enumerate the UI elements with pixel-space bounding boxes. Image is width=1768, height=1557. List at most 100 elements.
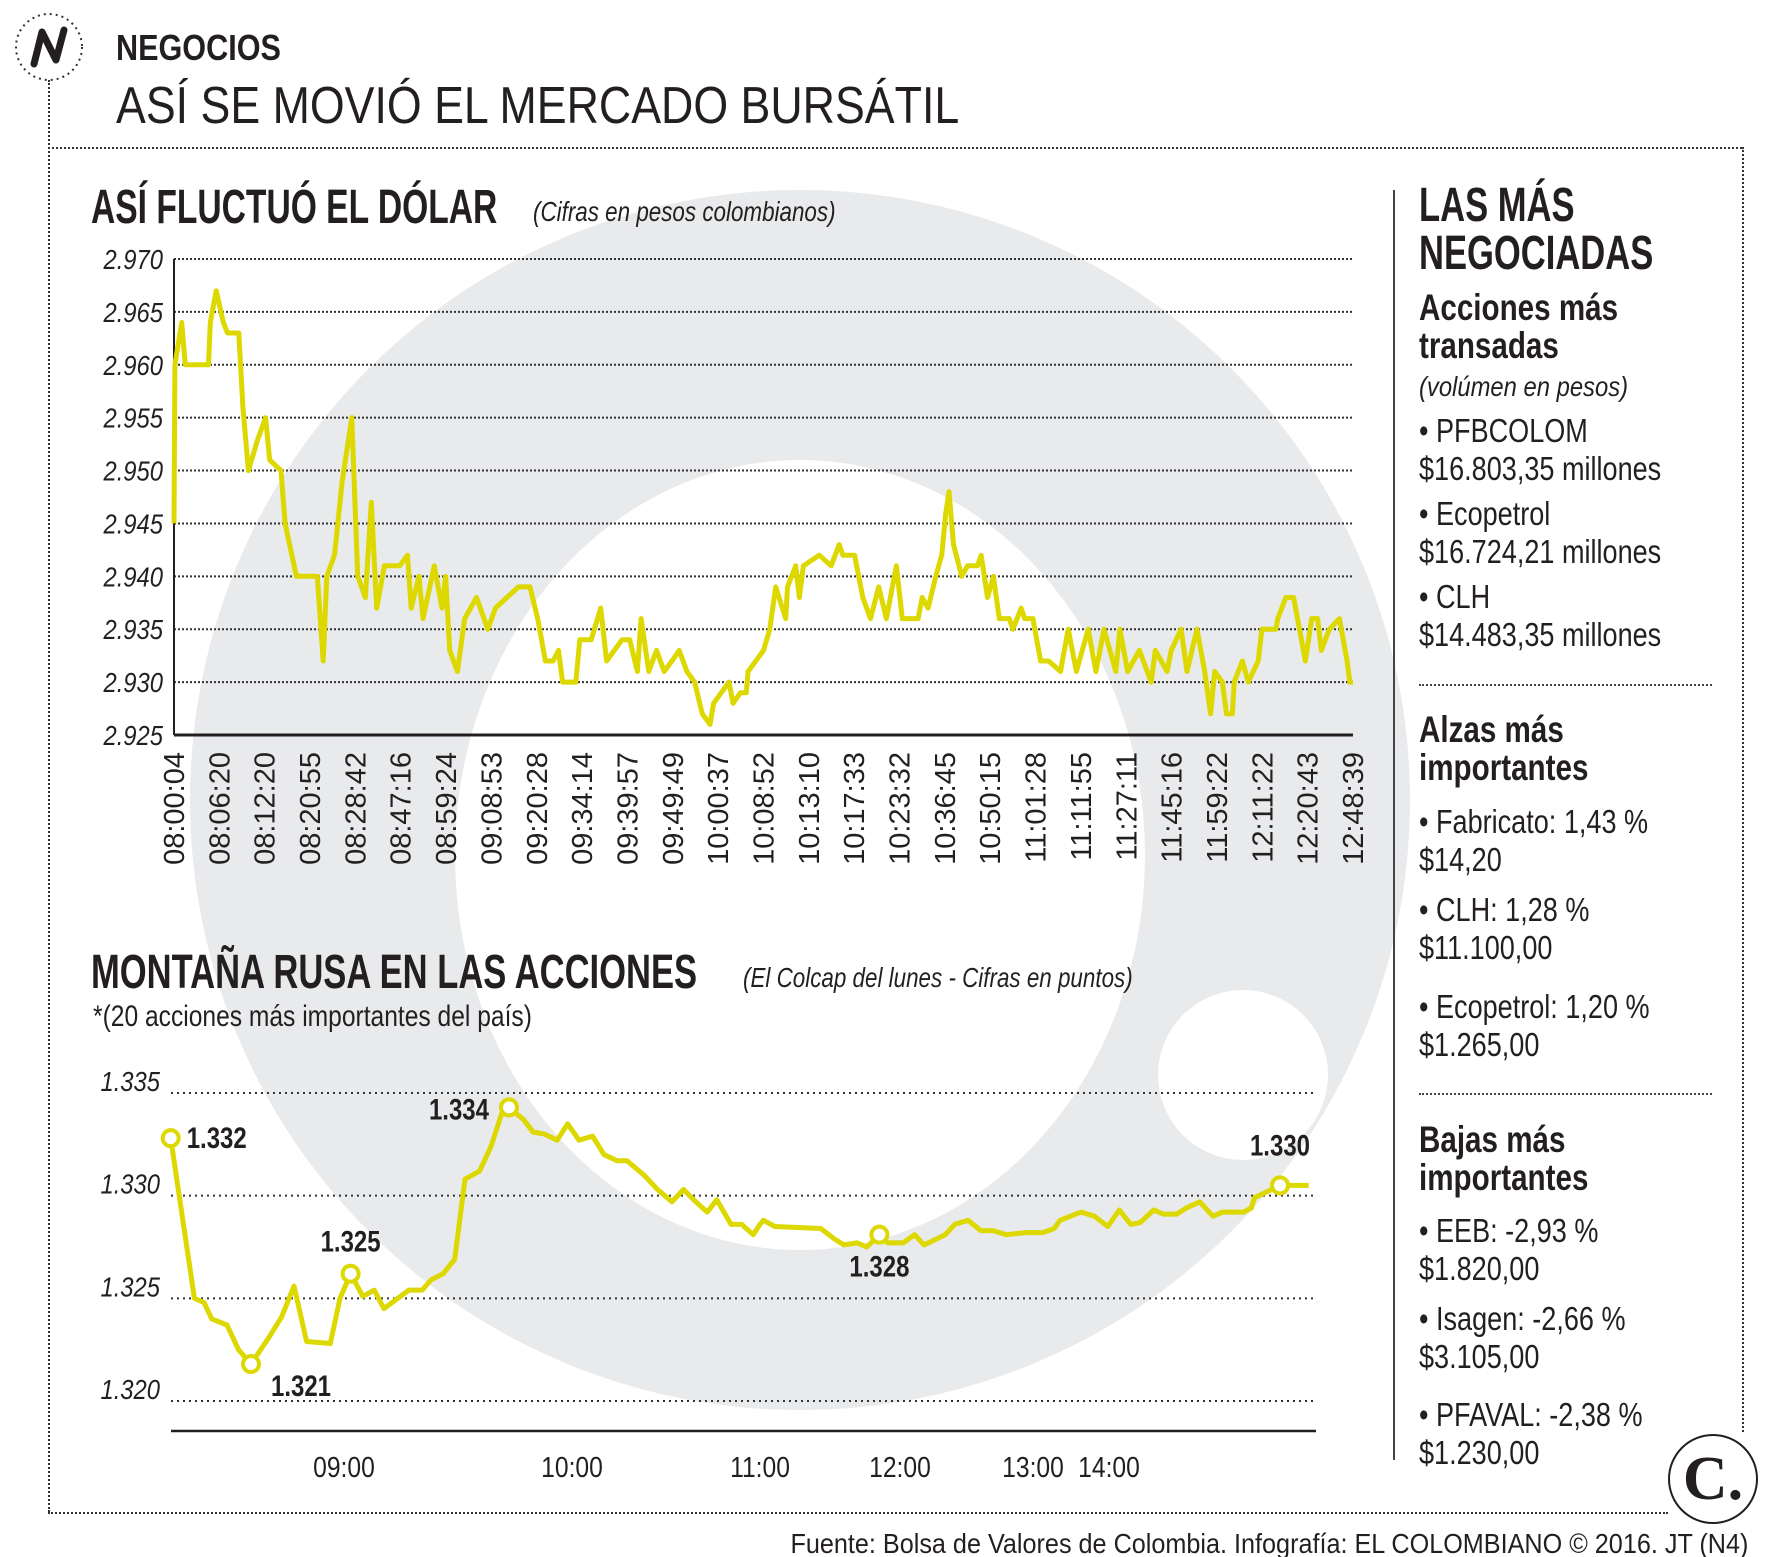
item-name: • Ecopetrol: 1,20 % — [1419, 988, 1650, 1025]
x-tick-label: 09:49:49 — [658, 752, 690, 865]
gains-title-line2: importantes — [1419, 747, 1589, 788]
x-tick-label: 09:00 — [313, 1451, 375, 1483]
colcap-chart-subtitle-wrap: (El Colcap del lunes - Cifras en puntos) — [743, 962, 1230, 994]
item-name: • EEB: -2,93 % — [1419, 1212, 1599, 1249]
list-item: • Isagen: -2,66 % $3.105,00 — [1419, 1300, 1692, 1396]
el-colombiano-logo-icon: C. — [1668, 1434, 1758, 1524]
sidebar-title-line1: LAS MÁS — [1419, 179, 1575, 232]
item-name: • Ecopetrol — [1419, 495, 1551, 532]
y-tick-label: 2.970 — [103, 243, 164, 275]
x-tick-label: 08:47:16 — [386, 752, 418, 865]
frame-right — [1742, 147, 1744, 1432]
data-label: 1.332 — [187, 1121, 247, 1155]
x-tick-label: 10:17:33 — [839, 752, 871, 865]
list-item: • EEB: -2,93 % $1.820,00 — [1419, 1212, 1692, 1300]
dollar-series-line — [171, 288, 1353, 727]
y-tick-label: 2.925 — [103, 719, 164, 751]
y-tick-label: 2.960 — [103, 349, 164, 381]
x-tick-label: 12:11:22 — [1247, 752, 1279, 863]
item-name: • CLH: 1,28 % — [1419, 891, 1590, 928]
traded-list: • PFBCOLOM $16.803,35 millones • Ecopetro… — [1419, 412, 1714, 661]
data-label: 1.328 — [849, 1249, 909, 1283]
y-tick-label: 2.955 — [103, 402, 164, 434]
x-tick-label: 10:00:37 — [703, 752, 735, 865]
x-tick-label: 08:59:24 — [431, 752, 463, 865]
frame-top — [48, 147, 1742, 149]
y-tick-label: 2.945 — [103, 508, 164, 540]
sidebar-divider — [1393, 190, 1395, 1460]
item-name: • PFBCOLOM — [1419, 412, 1588, 449]
section-text: NEGOCIOS — [116, 27, 281, 68]
list-item: • PFAVAL: -2,38 % $1.230,00 — [1419, 1396, 1692, 1484]
frame-left — [48, 80, 50, 1512]
data-label: 1.325 — [321, 1224, 381, 1258]
item-name: • Isagen: -2,66 % — [1419, 1300, 1626, 1337]
sidebar-title-line2: NEGOCIADAS — [1419, 227, 1654, 280]
traded-title-line1: Acciones más — [1419, 287, 1619, 328]
item-value: $1.820,00 — [1419, 1250, 1540, 1287]
item-value: $14.483,35 millones — [1419, 616, 1662, 653]
x-tick-label: 10:36:45 — [930, 752, 962, 865]
list-item: • Fabricato: 1,43 % $14,20 — [1419, 803, 1700, 891]
x-tick-label: 12:48:39 — [1338, 752, 1370, 865]
list-item: • CLH: 1,28 % $11.100,00 — [1419, 891, 1700, 988]
x-tick-label: 09:08:53 — [476, 752, 508, 865]
y-tick-label: 2.930 — [103, 666, 164, 698]
data-point-marker — [499, 1097, 519, 1118]
list-item: • Ecopetrol: 1,20 % $1.265,00 — [1419, 988, 1700, 1076]
list-item: • Ecopetrol $16.724,21 millones — [1419, 495, 1714, 578]
y-tick-label: 2.940 — [103, 560, 164, 592]
data-label: 1.334 — [429, 1092, 489, 1126]
data-label: 1.321 — [271, 1368, 331, 1402]
x-tick-label: 13:00 — [1002, 1451, 1064, 1483]
x-tick-label: 12:20:43 — [1293, 752, 1325, 865]
item-value: $1.230,00 — [1419, 1434, 1540, 1471]
x-tick-label: 08:28:42 — [340, 752, 372, 865]
colcap-chart-subtitle: (El Colcap del lunes - Cifras en puntos) — [743, 962, 1133, 993]
losses-title-line2: importantes — [1419, 1157, 1589, 1198]
list-item: • PFBCOLOM $16.803,35 millones — [1419, 412, 1714, 495]
x-tick-label: 12:00 — [869, 1451, 931, 1483]
x-tick-label: 08:20:55 — [295, 752, 327, 865]
page-title-text: ASÍ SE MOVIÓ EL MERCADO BURSÁTIL — [116, 77, 960, 135]
x-tick-label: 09:39:57 — [612, 752, 644, 865]
item-value: $11.100,00 — [1419, 929, 1553, 966]
data-point-marker — [160, 1128, 181, 1149]
data-point-marker — [241, 1354, 261, 1375]
sidebar-title: LAS MÁS NEGOCIADAS — [1419, 182, 1744, 278]
x-tick-label: 10:00 — [541, 1451, 603, 1483]
x-tick-label: 08:06:20 — [204, 752, 236, 865]
traded-section: Acciones más transadas — [1419, 289, 1668, 365]
dollar-chart: 2.970 2.965 2.960 2.955 2.950 2.945 2.940 2.935… — [103, 243, 1370, 865]
data-label: 1.330 — [1250, 1128, 1310, 1162]
colcap-note: *(20 acciones más importantes del país) — [93, 1000, 532, 1033]
losses-list: • EEB: -2,93 % $1.820,00 • Isagen: -2,66 … — [1419, 1212, 1692, 1484]
x-tick-label: 11:45:16 — [1157, 752, 1189, 863]
item-value: $14,20 — [1419, 841, 1502, 878]
y-tick-label: 1.330 — [100, 1168, 160, 1200]
x-tick-label: 11:27:11 — [1111, 752, 1143, 861]
x-tick-label: 09:20:28 — [522, 752, 554, 865]
data-point-marker — [869, 1224, 890, 1245]
x-tick-label: 11:00 — [730, 1451, 790, 1483]
footer-source-text: Fuente: Bolsa de Valores de Colombia. In… — [790, 1528, 1748, 1557]
gains-title-line1: Alzas más — [1419, 709, 1564, 750]
x-tick-label: 11:01:28 — [1021, 752, 1053, 863]
item-value: $3.105,00 — [1419, 1338, 1540, 1375]
dollar-chart-heading: ASÍ FLUCTUÓ EL DÓLAR — [91, 180, 671, 235]
item-value: $1.265,00 — [1419, 1026, 1540, 1063]
x-tick-label: 10:13:10 — [794, 752, 826, 865]
y-tick-label: 1.325 — [100, 1270, 160, 1302]
dollar-chart-subtitle: (Cifras en pesos colombianos) — [533, 196, 836, 227]
y-tick-label: 2.965 — [103, 296, 164, 328]
y-tick-label: 1.335 — [100, 1065, 160, 1097]
item-name: • PFAVAL: -2,38 % — [1419, 1396, 1643, 1433]
colcap-chart-title: MONTAÑA RUSA EN LAS ACCIONES — [91, 946, 698, 999]
footer-source: Fuente: Bolsa de Valores de Colombia. In… — [684, 1528, 1748, 1557]
sidebar-separator — [1419, 684, 1712, 686]
x-tick-label: 11:59:22 — [1202, 752, 1234, 863]
x-tick-label: 09:34:14 — [567, 752, 599, 865]
y-tick-label: 2.935 — [103, 613, 164, 645]
